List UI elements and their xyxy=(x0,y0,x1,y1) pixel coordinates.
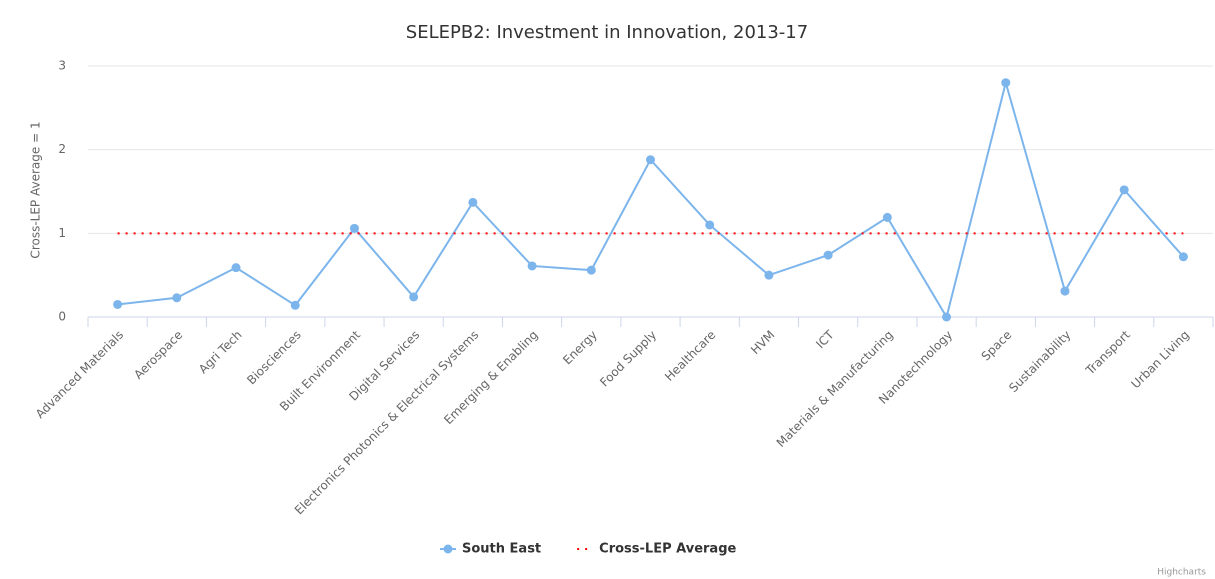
data-point xyxy=(823,250,833,260)
legend-label: South East xyxy=(462,542,541,557)
data-point xyxy=(1119,185,1129,195)
y-tick-label: 0 xyxy=(58,310,66,324)
data-point xyxy=(586,265,596,275)
legend-marker xyxy=(443,544,453,554)
y-axis-title: Cross-LEP Average = 1 xyxy=(29,121,43,258)
data-point xyxy=(1001,78,1011,88)
x-tick-label: ICT xyxy=(813,327,837,351)
data-point xyxy=(942,312,952,322)
data-point xyxy=(172,293,182,303)
data-point xyxy=(113,299,123,309)
data-point xyxy=(705,220,715,230)
x-tick-label: Materials & Manufacturing xyxy=(774,328,896,450)
data-point xyxy=(468,197,478,207)
data-point xyxy=(1178,252,1188,262)
data-point xyxy=(349,223,359,233)
data-point xyxy=(764,270,774,280)
data-point xyxy=(527,261,537,271)
data-point xyxy=(290,300,300,310)
chart-title: SELEPB2: Investment in Innovation, 2013-… xyxy=(406,22,808,43)
x-tick-label: Space xyxy=(979,328,1015,364)
data-point xyxy=(231,263,241,273)
x-tick-label: Healthcare xyxy=(662,328,718,384)
y-tick-label: 2 xyxy=(58,142,66,156)
data-point xyxy=(409,292,419,302)
x-tick-label: Sustainability xyxy=(1006,328,1073,395)
credits: Highcharts xyxy=(1157,568,1206,578)
x-tick-label: Energy xyxy=(560,328,600,368)
x-tick-label: Food Supply xyxy=(597,328,659,390)
data-point xyxy=(646,155,655,165)
series-line xyxy=(117,78,1185,320)
x-tick-label: Agri Tech xyxy=(196,328,245,377)
x-tick-label: Aerospace xyxy=(131,328,185,382)
x-tick-label: Biosciences xyxy=(244,328,304,388)
x-tick-label: Transport xyxy=(1082,327,1133,378)
x-tick-label: Advanced Materials xyxy=(33,328,126,421)
x-tick-label: HVM xyxy=(748,328,777,357)
data-point xyxy=(882,212,892,222)
y-tick-label: 1 xyxy=(58,226,66,240)
x-tick-label: Urban Living xyxy=(1128,328,1191,391)
legend-label: Cross-LEP Average xyxy=(599,542,736,557)
data-point xyxy=(1060,286,1070,296)
y-tick-label: 3 xyxy=(58,59,66,73)
